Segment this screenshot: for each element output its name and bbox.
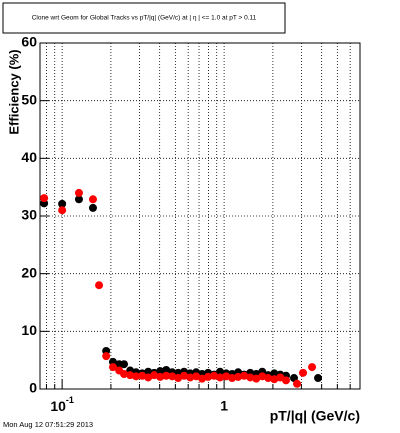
- chart-title: Clone wrt Geom for Global Tracks vs pT/|…: [32, 15, 257, 22]
- x-tick-label: 1: [220, 398, 228, 414]
- title-box: [2, 2, 286, 34]
- point: [120, 370, 129, 379]
- point: [40, 194, 49, 203]
- point: [180, 371, 189, 380]
- x-axis-label: pT/|q| (GeV/c): [270, 408, 360, 424]
- y-tick-label: 20: [21, 264, 37, 280]
- point: [293, 379, 302, 388]
- point: [156, 367, 165, 376]
- point: [162, 371, 171, 380]
- point: [204, 372, 213, 381]
- point: [132, 372, 141, 381]
- point: [270, 369, 279, 378]
- point: [234, 372, 243, 381]
- y-tick-label: 10: [21, 322, 37, 338]
- point: [74, 195, 83, 204]
- y-tick-label: 30: [21, 207, 37, 223]
- x-tick-label: 10-1: [50, 395, 74, 413]
- point: [102, 352, 111, 361]
- y-tick-label: 50: [21, 91, 37, 107]
- point: [246, 373, 255, 382]
- point: [74, 188, 83, 197]
- point: [186, 373, 195, 382]
- point: [198, 374, 207, 383]
- point: [216, 367, 225, 376]
- point: [120, 360, 129, 369]
- y-axis-label: Efficiency (%): [6, 49, 21, 134]
- point: [216, 373, 225, 382]
- timestamp: Mon Aug 12 07:51:29 2013: [3, 420, 93, 429]
- y-tick-label: 40: [21, 149, 37, 165]
- point: [240, 371, 249, 380]
- point: [314, 374, 323, 383]
- point: [228, 374, 237, 383]
- y-tick-label: 0: [29, 380, 37, 396]
- point: [88, 203, 97, 212]
- point: [264, 374, 273, 383]
- point: [282, 376, 291, 385]
- point: [108, 363, 117, 372]
- tick-exponent: -1: [66, 395, 74, 405]
- point: [88, 195, 97, 204]
- point: [58, 206, 67, 215]
- y-tick-label: 60: [21, 34, 37, 50]
- point: [299, 368, 308, 377]
- point: [144, 367, 153, 376]
- point: [138, 371, 147, 380]
- point: [150, 371, 159, 380]
- point: [308, 363, 317, 372]
- point: [58, 199, 67, 208]
- point: [156, 372, 165, 381]
- tick-base: 10: [50, 398, 66, 414]
- point: [95, 281, 104, 290]
